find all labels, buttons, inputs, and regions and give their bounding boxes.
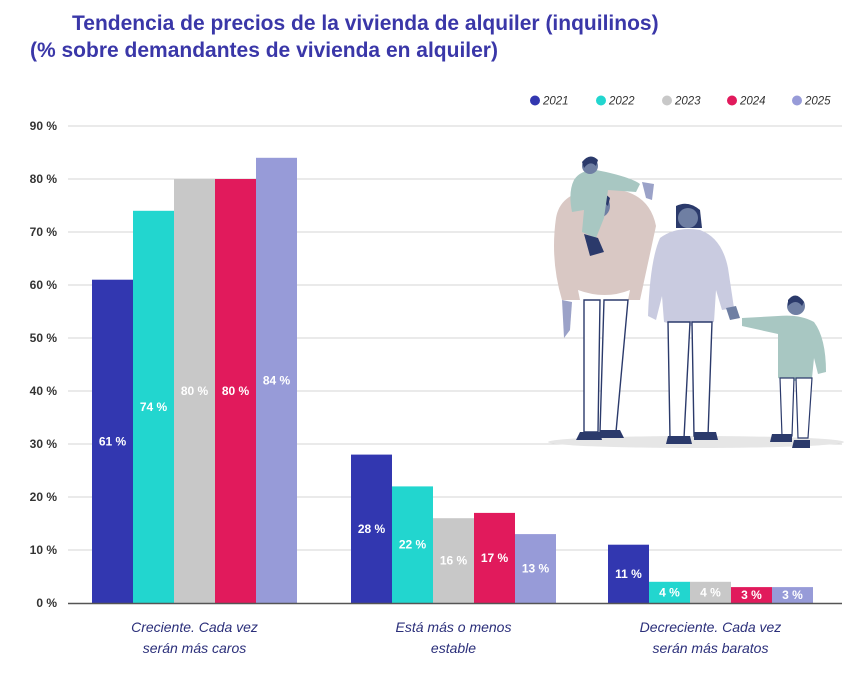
bar-2024-2	[731, 587, 772, 603]
y-tick-label: 20 %	[30, 490, 58, 504]
chart-subtitle: (% sobre demandantes de vivienda en alqu…	[30, 39, 498, 62]
legend-label-2021: 2021	[542, 96, 569, 108]
bar-2025-2	[772, 587, 813, 603]
legend-label-2025: 2025	[804, 96, 831, 108]
category-label: serán más baratos	[653, 640, 769, 656]
data-label: 84 %	[263, 373, 291, 387]
chart-title: Tendencia de precios de la vivienda de a…	[30, 10, 659, 64]
data-label: 17 %	[481, 551, 509, 565]
legend-swatch-2025	[792, 95, 802, 106]
bar-2023-1	[433, 518, 474, 603]
bar-2023-2	[690, 581, 731, 603]
data-label: 28 %	[358, 522, 386, 536]
bar-2024-0	[215, 179, 256, 603]
legend-label-2022: 2022	[608, 96, 635, 108]
legend-swatch-2023	[662, 95, 672, 106]
legend-label-2024: 2024	[739, 96, 766, 108]
y-tick-label: 60 %	[30, 278, 58, 292]
y-tick-label: 50 %	[30, 331, 58, 345]
family-illustration	[548, 156, 844, 448]
data-label: 80 %	[181, 384, 209, 398]
data-label: 74 %	[140, 400, 168, 414]
bar-2025-1	[515, 534, 556, 603]
legend-swatch-2021	[530, 95, 540, 106]
data-label: 16 %	[440, 554, 468, 568]
category-labels: Creciente. Cada vez serán más caros Está m…	[131, 619, 781, 656]
data-label: 61 %	[99, 434, 127, 448]
bar-2023-0	[174, 179, 215, 603]
data-label: 3 %	[782, 588, 803, 602]
data-label: 4 %	[659, 585, 680, 599]
category-label: Está más o menos	[396, 619, 512, 635]
bar-2021-1	[351, 454, 392, 603]
data-labels: 61 % 28 % 11 % 74 % 22 % 4 % 80 % 16 % 4 % 80 % 17…	[99, 373, 803, 602]
category-label: Creciente. Cada vez	[131, 619, 258, 635]
legend-swatch-2024	[727, 95, 737, 106]
bars	[92, 157, 813, 604]
y-tick-label: 0 %	[36, 596, 57, 610]
bar-2022-0	[133, 210, 174, 604]
category-label: serán más caros	[143, 640, 246, 656]
data-label: 22 %	[399, 538, 427, 552]
data-label: 11 %	[615, 567, 642, 581]
y-tick-label: 80 %	[30, 172, 58, 186]
bar-2022-1	[392, 486, 433, 603]
category-label: Decreciente. Cada vez	[640, 619, 782, 635]
data-label: 13 %	[522, 562, 550, 576]
y-tick-label: 10 %	[30, 543, 58, 557]
legend: 2021 2022 2023 2024 2025	[530, 95, 831, 108]
data-label: 4 %	[700, 585, 721, 599]
data-label: 80 %	[222, 384, 250, 398]
legend-swatch-2022	[596, 95, 606, 106]
y-axis-ticks: 0 % 10 % 20 % 30 % 40 % 50 % 60 % 70 % 80 % 90 %	[30, 119, 58, 610]
y-tick-label: 90 %	[30, 119, 58, 133]
chart-title-line-1: Tendencia de precios de la vivienda de a…	[72, 12, 659, 35]
bar-2022-2	[649, 581, 690, 603]
bar-2025-0	[256, 157, 297, 604]
legend-label-2023: 2023	[674, 96, 701, 108]
bar-2021-2	[608, 544, 649, 603]
bar-2024-1	[474, 512, 515, 603]
bar-2021-0	[92, 279, 133, 603]
y-tick-label: 30 %	[30, 437, 58, 451]
y-tick-label: 40 %	[30, 384, 58, 398]
y-tick-label: 70 %	[30, 225, 58, 239]
category-label: estable	[431, 640, 476, 656]
data-label: 3 %	[741, 588, 762, 602]
